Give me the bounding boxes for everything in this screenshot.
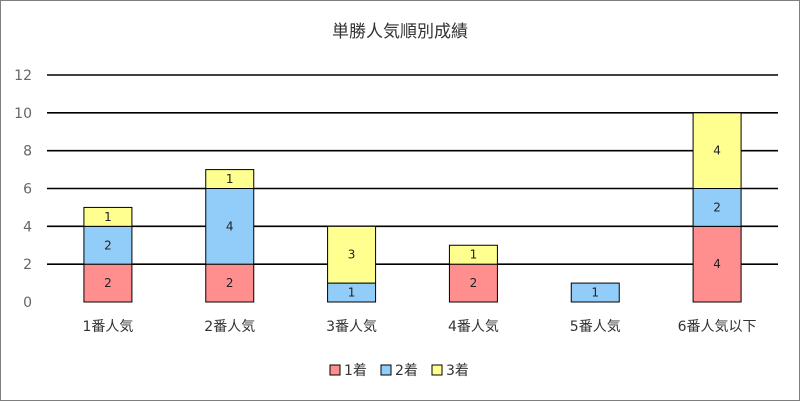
legend-swatch xyxy=(431,364,443,376)
legend-swatch xyxy=(329,364,341,376)
data-label: 1 xyxy=(226,172,234,186)
chart-title: 単勝人気順別成績 xyxy=(332,22,468,42)
data-label: 1 xyxy=(470,248,478,262)
y-tick-label: 12 xyxy=(14,68,32,84)
bar-segment xyxy=(692,112,742,189)
bar-segment xyxy=(83,263,133,303)
x-tick-label: 5番人気 xyxy=(570,319,621,335)
x-tick-label: 6番人気以下 xyxy=(678,319,757,335)
data-label: 2 xyxy=(470,276,478,290)
bar-segment xyxy=(205,188,255,265)
y-tick-label: 6 xyxy=(23,182,32,198)
data-label: 2 xyxy=(713,200,721,214)
bar-segment xyxy=(205,263,255,303)
y-tick-label: 8 xyxy=(23,144,32,160)
data-label: 4 xyxy=(226,219,234,233)
bar-segment xyxy=(83,206,133,227)
y-tick-label: 0 xyxy=(23,295,32,311)
x-tick-label: 4番人気 xyxy=(448,319,499,335)
gridlines xyxy=(47,74,778,265)
bar-segment xyxy=(692,225,742,303)
legend-label: 3着 xyxy=(446,363,469,379)
x-tick-label: 2番人気 xyxy=(204,319,255,335)
y-tick-label: 10 xyxy=(14,106,32,122)
x-axis-ticks: 1番人気 2番人気 3番人気 4番人気 5番人気 6番人気以下 xyxy=(82,319,756,335)
legend: 1着 2着 3着 xyxy=(329,363,469,379)
y-tick-label: 4 xyxy=(23,219,32,235)
x-tick-label: 1番人気 xyxy=(82,319,133,335)
bar-segment xyxy=(448,244,498,265)
data-label: 2 xyxy=(104,238,112,252)
x-tick-label: 3番人気 xyxy=(326,319,377,335)
data-label: 2 xyxy=(104,276,112,290)
bar-segment xyxy=(327,225,377,284)
data-label: 3 xyxy=(348,248,356,262)
data-label: 1 xyxy=(591,286,599,300)
data-label: 4 xyxy=(713,257,721,271)
bars: 2 2 1 2 4 1 1 3 2 1 1 4 2 4 xyxy=(83,112,742,303)
bar-segment xyxy=(205,169,255,189)
data-label: 4 xyxy=(713,144,721,158)
data-label: 1 xyxy=(104,210,112,224)
data-label: 2 xyxy=(226,276,234,290)
y-tick-label: 2 xyxy=(23,257,32,273)
bar-segment xyxy=(692,188,742,227)
bar-segment xyxy=(83,225,133,265)
bar-segment xyxy=(570,282,620,303)
legend-swatch xyxy=(380,364,392,376)
legend-label: 2着 xyxy=(395,363,418,379)
y-axis-ticks: 0 2 4 6 8 10 12 xyxy=(14,68,32,311)
legend-label: 1着 xyxy=(344,363,367,379)
data-label: 1 xyxy=(348,286,356,300)
